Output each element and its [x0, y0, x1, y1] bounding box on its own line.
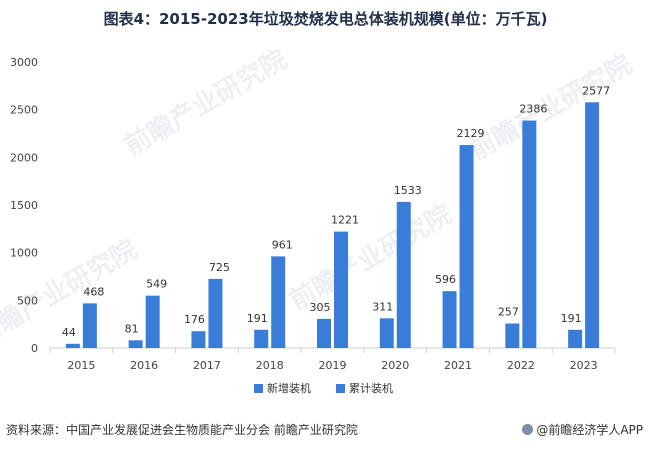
bar-cumulative-capacity — [82, 303, 97, 348]
data-label-new: 305 — [310, 301, 331, 314]
source-note: 资料来源：中国产业发展促进会生物质能产业分会 前瞻产业研究院 — [6, 423, 358, 437]
data-label-cumulative: 1533 — [394, 184, 422, 197]
bar-new-capacity — [128, 340, 143, 348]
brand-credit: @前瞻经济学人APP — [522, 421, 643, 438]
bar-new-capacity — [379, 318, 394, 348]
brand-logo-icon — [522, 424, 534, 435]
bar-cumulative-capacity — [208, 278, 223, 348]
data-label-new: 596 — [435, 273, 456, 286]
x-tick-label: 2016 — [130, 359, 158, 372]
data-label-cumulative: 549 — [146, 278, 167, 291]
y-tick-label: 1500 — [10, 199, 38, 212]
bar-cumulative-capacity — [459, 145, 474, 348]
watermark-text: 前瞻产业研究院 — [464, 49, 637, 167]
data-label-new: 311 — [372, 300, 393, 313]
y-tick-label: 2500 — [10, 104, 38, 117]
y-tick-label: 1000 — [10, 247, 38, 260]
bar-new-capacity — [568, 329, 583, 348]
data-label-cumulative: 2386 — [519, 103, 547, 116]
data-label-new: 176 — [184, 313, 205, 326]
x-tick-label: 2017 — [193, 359, 221, 372]
data-label-cumulative: 2129 — [457, 127, 485, 140]
bar-new-capacity — [317, 318, 331, 348]
bar-cumulative-capacity — [334, 231, 348, 348]
data-label-cumulative: 725 — [209, 261, 230, 274]
data-label-cumulative: 2577 — [582, 84, 610, 97]
legend-swatch-cumulative — [336, 384, 345, 393]
brand-text: @前瞻经济学人APP — [536, 423, 643, 437]
bar-cumulative-capacity — [145, 295, 160, 348]
x-tick-label: 2018 — [256, 359, 284, 372]
bar-new-capacity — [191, 331, 206, 348]
bar-cumulative-capacity — [396, 201, 411, 348]
data-label-new: 81 — [125, 322, 139, 335]
y-tick-label: 0 — [31, 342, 38, 355]
x-tick-label: 2019 — [319, 359, 347, 372]
y-tick-label: 2000 — [10, 151, 38, 164]
x-tick-label: 2021 — [444, 359, 472, 372]
bar-cumulative-capacity — [522, 120, 537, 348]
data-label-new: 257 — [498, 305, 519, 318]
x-tick-label: 2020 — [381, 359, 409, 372]
data-label-cumulative: 468 — [83, 285, 104, 298]
legend-swatch-new — [254, 384, 263, 393]
data-label-new: 191 — [247, 312, 268, 325]
bar-new-capacity — [442, 291, 457, 348]
y-tick-label: 3000 — [10, 56, 38, 69]
x-tick-label: 2015 — [67, 359, 95, 372]
bar-new-capacity — [65, 343, 80, 348]
y-tick-label: 500 — [17, 294, 38, 307]
bar-cumulative-capacity — [271, 256, 286, 348]
x-tick-label: 2023 — [570, 359, 598, 372]
watermark-text: 前瞻产业研究院 — [284, 199, 457, 317]
data-label-new: 191 — [561, 312, 582, 325]
x-tick-label: 2022 — [507, 359, 535, 372]
chart-title: 图表4：2015-2023年垃圾焚烧发电总体装机规模(单位：万千瓦) — [103, 10, 548, 28]
data-label-cumulative: 961 — [272, 238, 293, 251]
data-label-new: 44 — [62, 326, 76, 339]
data-label-cumulative: 1221 — [331, 214, 359, 227]
bar-cumulative-capacity — [585, 102, 600, 349]
bar-new-capacity — [254, 329, 269, 348]
watermark-text: 前瞻产业研究院 — [119, 44, 292, 162]
legend-label-cumulative: 累计装机 — [349, 381, 393, 395]
legend-label-new: 新增装机 — [267, 381, 311, 395]
bar-new-capacity — [505, 323, 520, 348]
